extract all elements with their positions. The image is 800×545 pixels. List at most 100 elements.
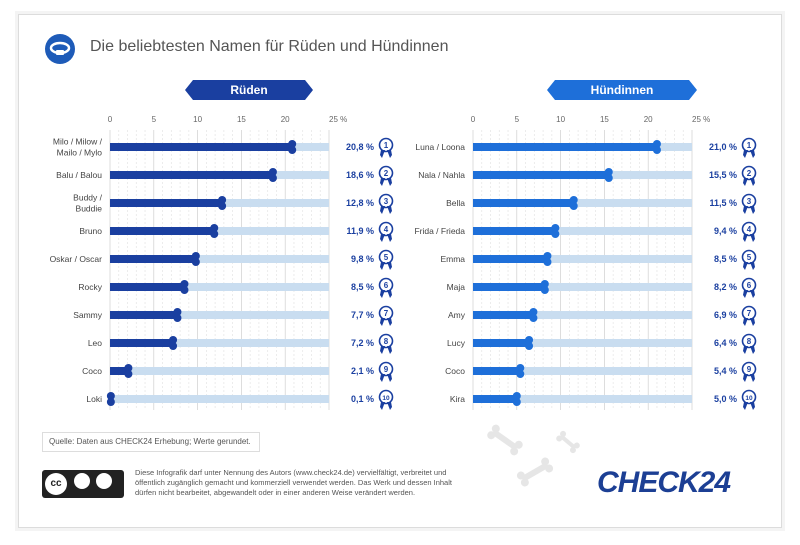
bar: [110, 283, 185, 291]
rank-ribbon: [750, 402, 755, 410]
rank-badge: [741, 221, 757, 237]
tick-label: 0: [471, 115, 476, 124]
rank-badge: [741, 249, 757, 265]
rank-ribbon: [750, 290, 755, 298]
rank-badge: [378, 277, 394, 293]
value-label: 5,0 %: [714, 394, 737, 404]
tick-label: 20: [281, 115, 290, 124]
bar-end-cap: [652, 140, 661, 148]
tick-label: 5: [152, 115, 157, 124]
female-chart-label-text: Hündinnen: [590, 83, 654, 97]
bar-track: [110, 367, 329, 375]
bar-end-cap: [106, 392, 115, 400]
bar-end-cap: [180, 280, 189, 288]
tick-label: 0: [108, 115, 113, 124]
rank-number: 4: [384, 225, 389, 234]
rank-ribbon: [380, 262, 385, 270]
rank-ribbon: [380, 150, 385, 158]
rank-ribbon: [750, 318, 755, 326]
bar-end-cap: [512, 398, 521, 406]
value-label: 0,1 %: [351, 394, 374, 404]
bar-end-cap: [210, 224, 219, 232]
tick-label: 10: [556, 115, 565, 124]
bar-track: [110, 339, 329, 347]
bar-end-cap: [268, 168, 277, 176]
bar-track: [473, 283, 692, 291]
value-label: 21,0 %: [709, 142, 737, 152]
category-label: Bella: [446, 198, 465, 208]
bar: [110, 143, 293, 151]
bar-end-cap: [169, 342, 178, 350]
bar-end-cap: [173, 314, 182, 322]
category-label: Lucy: [447, 338, 466, 348]
rank-ribbon: [387, 150, 392, 158]
cc-icon: cc: [45, 473, 67, 495]
dog-collar-icon: [45, 34, 75, 64]
rank-number: 1: [384, 141, 389, 150]
rank-ribbon: [380, 374, 385, 382]
category-label: Coco: [445, 366, 465, 376]
category-label: Loki: [86, 394, 102, 404]
rank-number: 8: [747, 337, 752, 346]
bar: [473, 367, 521, 375]
value-label: 6,9 %: [714, 310, 737, 320]
bar: [110, 311, 178, 319]
bar-end-cap: [288, 146, 297, 154]
rank-ribbon: [380, 234, 385, 242]
category-label: Emma: [440, 254, 465, 264]
bar: [473, 143, 657, 151]
rank-ribbon: [743, 206, 748, 214]
bar: [110, 367, 129, 375]
rank-ribbon: [743, 318, 748, 326]
rank-number: 8: [384, 337, 389, 346]
rank-ribbon: [743, 402, 748, 410]
bar-end-cap: [543, 258, 552, 266]
rank-ribbon: [387, 346, 392, 354]
rank-ribbon: [387, 318, 392, 326]
category-label: Coco: [82, 366, 102, 376]
rank-badge: [378, 361, 394, 377]
bar-end-cap: [543, 252, 552, 260]
tick-label: 10: [193, 115, 202, 124]
tick-label: 5: [515, 115, 520, 124]
bar: [473, 395, 517, 403]
rank-ribbon: [387, 290, 392, 298]
rank-number: 10: [745, 395, 753, 402]
category-label: Luna / Loona: [415, 142, 465, 152]
category-label: Oskar / Oscar: [50, 254, 103, 264]
bar-end-cap: [191, 252, 200, 260]
bar-track: [110, 311, 329, 319]
category-label: Buddie: [76, 204, 103, 214]
bar-end-cap: [124, 370, 133, 378]
category-label: Frida / Frieda: [414, 226, 465, 236]
rank-ribbon: [380, 290, 385, 298]
rank-ribbon: [743, 290, 748, 298]
tick-label: 20: [644, 115, 653, 124]
tick-label: 15: [237, 115, 246, 124]
rank-badge: [741, 305, 757, 321]
rank-ribbon: [387, 374, 392, 382]
rank-ribbon: [750, 346, 755, 354]
rank-ribbon: [750, 234, 755, 242]
bar-end-cap: [529, 308, 538, 316]
rank-badge: [741, 389, 757, 405]
bar-end-cap: [604, 174, 613, 182]
bar-end-cap: [551, 224, 560, 232]
rank-ribbon: [387, 234, 392, 242]
rank-badge: [378, 137, 394, 153]
rank-ribbon: [750, 178, 755, 186]
category-label: Nala / Nahla: [418, 170, 465, 180]
rank-badge: [378, 249, 394, 265]
page-title: Die beliebtesten Namen für Rüden und Hün…: [90, 38, 449, 55]
rank-number: 9: [384, 365, 389, 374]
bar-end-cap: [540, 286, 549, 294]
bar-end-cap: [516, 364, 525, 372]
bar-end-cap: [288, 140, 297, 148]
male-chart-label: Rüden: [185, 80, 313, 100]
source-note: Quelle: Daten aus CHECK24 Erhebung; Wert…: [42, 432, 260, 452]
rank-ribbon: [743, 374, 748, 382]
rank-ribbon: [387, 402, 392, 410]
bar-end-cap: [124, 364, 133, 372]
rank-ribbon: [380, 402, 385, 410]
